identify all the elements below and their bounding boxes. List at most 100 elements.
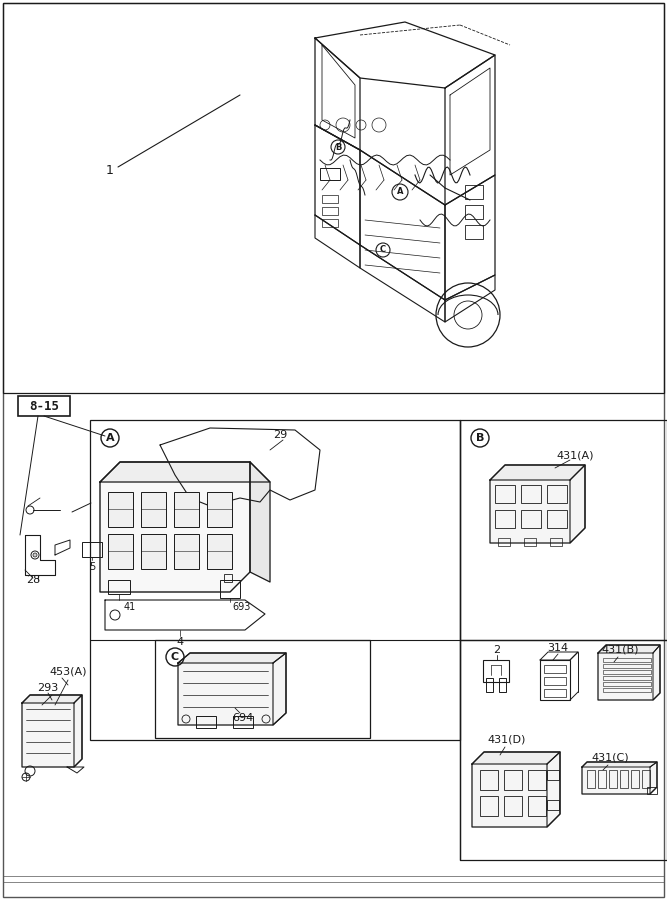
Text: 453(A): 453(A) [49,667,87,677]
Bar [528,770,546,790]
Text: C: C [171,652,179,662]
Bar [528,796,546,816]
Polygon shape [490,465,585,480]
Bar [82,542,102,557]
Text: 431(D): 431(D) [488,735,526,745]
Bar [603,688,651,692]
Text: C: C [380,246,386,255]
Bar [155,640,370,738]
Bar [460,640,667,860]
Polygon shape [178,653,286,725]
Polygon shape [250,462,270,582]
Text: B: B [476,433,484,443]
Bar [196,716,216,728]
Bar [547,800,559,810]
Polygon shape [472,752,560,827]
Text: 431(C): 431(C) [591,753,629,763]
Text: 694: 694 [232,713,253,723]
Text: 431(B): 431(B) [601,645,639,655]
Bar [18,396,70,416]
Text: 293: 293 [37,683,59,693]
Bar [544,689,566,697]
Bar [495,510,515,528]
Bar [90,420,460,740]
Bar [322,207,338,215]
Bar [224,574,232,582]
Bar [174,492,199,527]
Bar [544,677,566,685]
Bar [465,185,483,199]
Bar [465,205,483,219]
Bar [550,538,562,546]
Bar [499,678,506,692]
Bar [233,716,253,728]
Polygon shape [490,465,585,543]
Bar [609,770,617,788]
Bar [603,664,651,668]
Text: 2: 2 [494,645,500,655]
Bar [220,580,240,598]
Bar [480,770,498,790]
Text: 1: 1 [106,164,114,176]
Bar [547,485,567,503]
Bar [620,770,628,788]
Bar [540,660,570,700]
Bar [603,682,651,686]
Bar [521,485,541,503]
Text: B: B [335,142,342,151]
Polygon shape [582,762,657,794]
Bar [141,492,166,527]
Polygon shape [582,762,657,767]
Text: 431(A): 431(A) [556,450,594,460]
Bar [480,796,498,816]
Polygon shape [178,653,286,663]
Bar [547,510,567,528]
Bar [547,770,559,780]
Bar [322,195,338,203]
Bar [108,492,133,527]
Text: 4: 4 [177,637,183,647]
Bar [141,534,166,569]
Text: 29: 29 [273,430,287,440]
Bar [108,534,133,569]
Bar [504,796,522,816]
Bar [504,770,522,790]
Circle shape [33,553,37,557]
Bar [174,534,199,569]
Bar [3,3,664,393]
Bar [642,770,650,788]
Polygon shape [100,462,250,592]
Bar [207,492,232,527]
Text: 693: 693 [233,602,251,612]
Bar [322,219,338,227]
Polygon shape [598,645,660,653]
Bar [603,658,651,662]
Text: A: A [397,187,404,196]
Polygon shape [22,695,82,703]
Bar [603,676,651,680]
Bar [486,678,493,692]
Bar [495,485,515,503]
Polygon shape [100,462,270,482]
Polygon shape [472,752,560,764]
Bar [647,787,657,794]
Bar [483,660,509,682]
Text: 5: 5 [89,562,95,572]
Bar [207,534,232,569]
Bar [465,225,483,239]
Bar [521,510,541,528]
Text: 314: 314 [548,643,568,653]
Text: A: A [105,433,114,443]
Bar [598,770,606,788]
Bar [544,665,566,673]
Polygon shape [22,695,82,767]
Bar [631,770,639,788]
Text: 28: 28 [26,575,40,585]
Bar [320,168,340,180]
Bar [524,538,536,546]
Polygon shape [598,645,660,700]
Bar [108,580,130,594]
Bar [498,538,510,546]
Bar [460,420,667,640]
Text: 8-15: 8-15 [29,400,59,412]
